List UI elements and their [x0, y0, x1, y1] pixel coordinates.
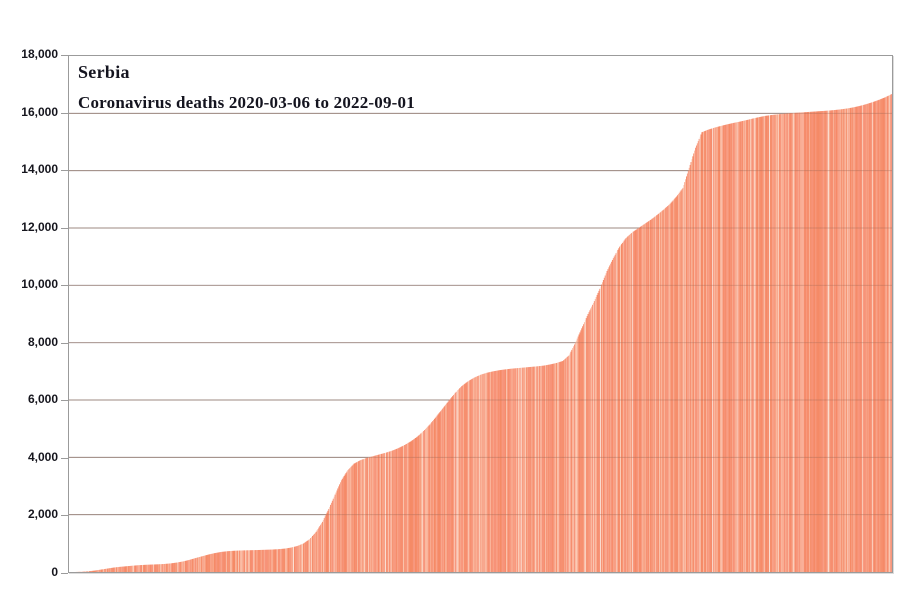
y-axis-tick-mark: [61, 170, 68, 171]
cumulative-deaths-bars: [75, 94, 892, 572]
y-axis-tick-mark: [61, 343, 68, 344]
y-axis-tick-mark: [61, 515, 68, 516]
y-axis-tick-mark: [61, 228, 68, 229]
gridlines-overlay: [69, 112, 892, 516]
chart-subtitle: Coronavirus deaths 2020-03-06 to 2022-09…: [78, 93, 415, 112]
chart-title: Serbia: [78, 62, 130, 82]
y-axis-tick-mark: [61, 573, 68, 574]
y-axis-tick-label: 10,000: [21, 277, 58, 292]
y-axis-tick-label: 12,000: [21, 219, 58, 234]
y-axis-tick-mark: [61, 113, 68, 114]
y-axis-tick-mark: [61, 55, 68, 56]
deaths-bar-chart-svg: [69, 94, 892, 572]
y-axis-tick-label: 14,000: [21, 162, 58, 177]
y-axis-tick-label: 18,000: [21, 47, 58, 61]
y-axis-tick-label: 6,000: [27, 392, 58, 407]
y-axis-tick-label: 4,000: [27, 449, 58, 464]
y-axis-tick-label: 2,000: [27, 507, 58, 522]
y-axis-tick-label: 16,000: [21, 104, 58, 119]
y-axis-tick-mark: [61, 285, 68, 286]
title-block: Serbia Coronavirus deaths 2020-03-06 to …: [78, 59, 415, 116]
y-axis-tick-mark: [61, 400, 68, 401]
plot-area: Serbia Coronavirus deaths 2020-03-06 to …: [68, 55, 893, 573]
y-axis-tick-label: 0: [51, 565, 58, 579]
y-axis-tick-mark: [61, 458, 68, 459]
y-axis-tick-label: 8,000: [27, 334, 58, 349]
